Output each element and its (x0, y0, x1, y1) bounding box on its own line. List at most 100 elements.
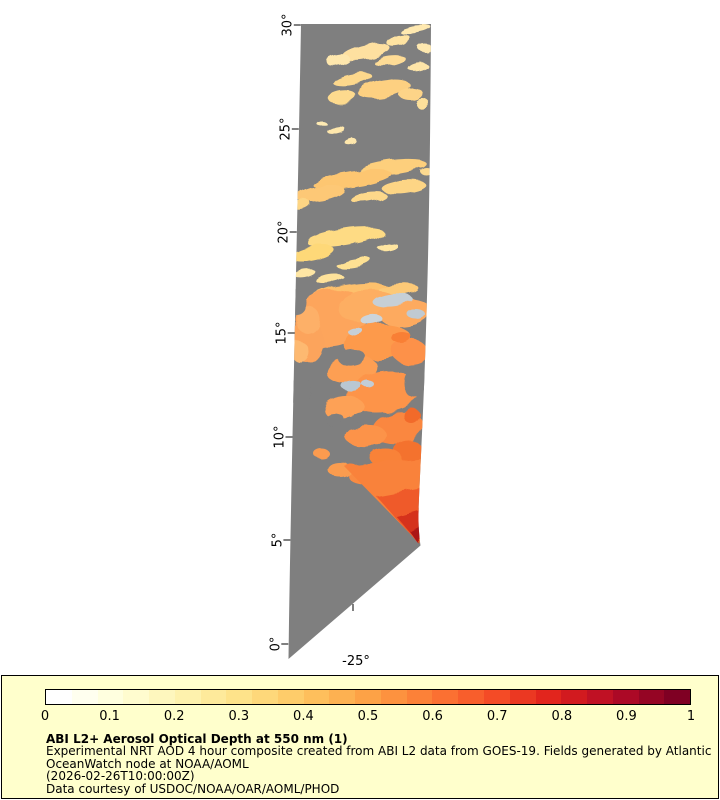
aod-patch (350, 191, 386, 203)
aod-patch (408, 62, 428, 72)
aod-patch (328, 90, 356, 104)
legend-title: ABI L2+ Aerosol Optical Depth at 550 nm … (46, 732, 348, 746)
aerosol-patches-north (317, 24, 431, 145)
aod-patch (374, 55, 406, 67)
colorbar-segment (46, 690, 72, 704)
aod-patch (417, 100, 431, 110)
aod-patch (392, 340, 428, 364)
map-area: 30° 25° 20° 15° 10° 5° 0° -25° (269, 13, 431, 669)
aod-patch (420, 167, 431, 175)
lat-label: 5° (271, 533, 286, 548)
aod-patch (346, 424, 386, 448)
aod-patch (344, 137, 356, 145)
aod-patch (392, 332, 412, 344)
aod-patch (358, 79, 410, 99)
colorbar-segment (406, 690, 433, 704)
cloud-patch (342, 380, 362, 392)
legend-description-line2: OceanWatch node at NOAA/AOML (46, 756, 249, 771)
aod-patch (316, 274, 344, 284)
aod-patch (342, 43, 390, 61)
colorbar-segment (380, 690, 407, 704)
lat-label: 20° (277, 220, 292, 243)
cloud-patches (342, 292, 425, 392)
cloud-patch (407, 309, 425, 319)
colorbar-tick-label: 0.8 (551, 709, 573, 724)
nodata-patch (354, 413, 370, 423)
colorbar-segment (123, 690, 150, 704)
nodata-patch (289, 374, 311, 406)
legend-text: ABI L2+ Aerosol Optical Depth at 550 nm … (46, 733, 711, 795)
cloud-patch (361, 314, 383, 326)
nodata-patch (403, 366, 427, 398)
aod-patch (332, 72, 372, 86)
aod-patch (378, 242, 398, 252)
aerosol-band-18n (290, 227, 398, 284)
colorbar-segment (587, 690, 613, 704)
cloud-patch (362, 380, 374, 388)
colorbar-tick-label: 0.6 (422, 709, 443, 724)
lat-label: 0° (269, 637, 284, 652)
colorbar-segment (97, 690, 124, 704)
colorbar-tick-label: 0.1 (99, 709, 120, 724)
cloud-patch (348, 328, 364, 336)
axis-labels: 30° 25° 20° 15° 10° 5° 0° -25° (269, 13, 370, 669)
colorbar-segment (200, 690, 227, 704)
nodata-patch (325, 414, 345, 426)
aod-patch (382, 180, 426, 194)
aod-patch (409, 527, 421, 546)
aod-patch (404, 408, 420, 424)
colorbar-segment (303, 690, 330, 704)
lat-label: 15° (275, 321, 290, 344)
colorbar-tick-label: 0.2 (163, 709, 185, 724)
colorbar-tick-label: 0.9 (616, 709, 637, 724)
aod-patch (400, 88, 424, 102)
nodata-patch (288, 290, 306, 314)
aerosol-field (288, 24, 431, 546)
aerosol-band-20n (290, 158, 431, 210)
aod-patch (312, 169, 392, 189)
colorbar-tick-label: 0.4 (293, 709, 314, 724)
colorbar-segment (277, 690, 304, 704)
colorbar-segment (71, 690, 98, 704)
colorbar-segment (664, 690, 691, 704)
nodata-patch (390, 363, 406, 373)
colorbar-tick-label: 0.7 (486, 709, 508, 724)
colorbar-segment (329, 690, 356, 704)
aod-patch (307, 227, 383, 247)
colorbar-tick-label: 1 (686, 709, 696, 724)
aod-patch (290, 244, 334, 262)
colorbar-segment (535, 690, 562, 704)
axis-ticks (281, 24, 354, 645)
nodata-gaps (288, 290, 427, 426)
colorbar-tick-label: 0 (40, 709, 50, 724)
legend-credit: Data courtesy of USDOC/NOAA/OAR/AOML/PHO… (46, 781, 340, 796)
lat-label: 30° (281, 13, 296, 36)
lat-label: 10° (273, 425, 288, 448)
aod-patch (296, 306, 320, 334)
aod-patch (314, 449, 330, 459)
aod-patch (293, 268, 315, 278)
aod-patch (296, 184, 344, 202)
colorbar-segment (612, 690, 639, 704)
aod-patch (399, 24, 431, 34)
aod-map-svg: 30° 25° 20° 15° 10° 5° 0° -25° (269, 13, 431, 669)
dust-wedge-south (328, 458, 422, 546)
colorbar-segment (509, 690, 536, 704)
colorbar-tick-label: 0.5 (357, 709, 379, 724)
aod-patch (386, 34, 410, 46)
aod-patch (326, 54, 350, 66)
aod-patch (317, 121, 327, 127)
colorbar-segment (638, 690, 665, 704)
colorbar-segment (458, 690, 485, 704)
colorbar-segment (252, 690, 278, 704)
cloud-patch (372, 292, 412, 308)
colorbar-segment (174, 690, 201, 704)
colorbar-tick-labels: 0 0.1 0.2 0.3 0.4 0.5 0.6 0.7 0.8 0.9 1 (41, 709, 695, 725)
legend-timestamp: (2026-02-26T10:00:00Z) (46, 769, 195, 784)
aod-patch (417, 43, 431, 51)
lon-label: -25° (342, 654, 370, 669)
colorbar-segment (149, 690, 175, 704)
colorbar-segment (484, 690, 510, 704)
colorbar-segment (355, 690, 381, 704)
